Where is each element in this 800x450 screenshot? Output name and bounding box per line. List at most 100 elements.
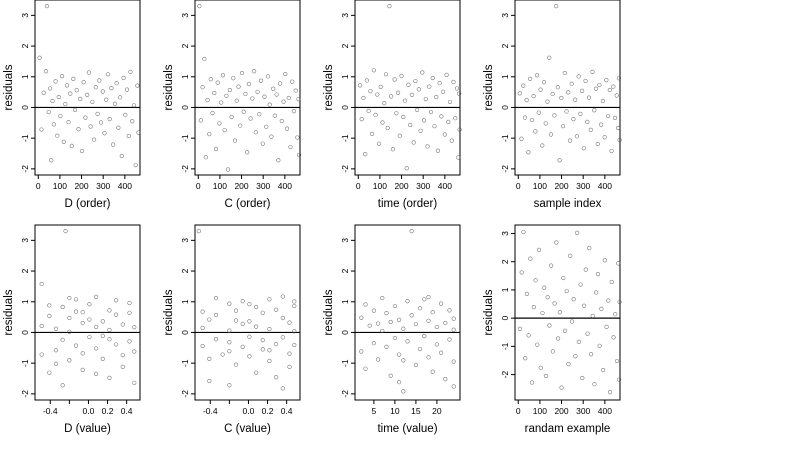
- data-point: [227, 349, 232, 354]
- data-point: [616, 261, 621, 266]
- panel-5: -0.4 0.0 0.2 0.4 -2 -1 0 1 2 3 D (value) residuals: [3, 224, 141, 435]
- data-point: [555, 85, 560, 90]
- data-point: [447, 337, 452, 342]
- data-point: [427, 84, 432, 89]
- data-point: [220, 352, 225, 357]
- data-point: [37, 55, 42, 60]
- y-tick-label: 0: [20, 330, 30, 335]
- data-point: [280, 315, 285, 321]
- data-point: [409, 92, 415, 97]
- data-point: [578, 111, 583, 116]
- data-point: [439, 114, 444, 119]
- data-point: [524, 291, 530, 296]
- data-point: [233, 318, 239, 323]
- data-point: [439, 350, 444, 355]
- data-point: [444, 72, 449, 78]
- data-point: [361, 95, 366, 101]
- data-point: [363, 152, 368, 157]
- data-point: [388, 373, 393, 378]
- panel-2: 0 100 200 300 400 -2 -1 0 1 2 3 C (order) residuals: [163, 0, 302, 210]
- data-point: [47, 313, 52, 318]
- data-point: [283, 71, 288, 77]
- data-point: [247, 302, 252, 307]
- y-tick-label: 3: [180, 13, 190, 18]
- x-tick-label: 20: [432, 406, 442, 416]
- data-point: [571, 297, 576, 302]
- data-point: [401, 114, 406, 120]
- data-point: [260, 347, 265, 352]
- data-point: [617, 299, 622, 305]
- data-point: [580, 375, 585, 381]
- data-point: [600, 98, 606, 104]
- x-tick-label: 10: [390, 406, 400, 416]
- data-point: [586, 95, 592, 100]
- data-point: [521, 83, 526, 88]
- data-point: [615, 125, 621, 131]
- data-point: [397, 317, 402, 322]
- data-point: [274, 307, 279, 312]
- data-point: [597, 343, 602, 348]
- data-point: [132, 380, 137, 385]
- data-point: [394, 111, 399, 116]
- data-point: [613, 312, 618, 317]
- data-point: [56, 94, 61, 100]
- data-point: [76, 127, 81, 132]
- y-tick-label: 2: [500, 259, 510, 264]
- data-point: [397, 380, 402, 385]
- data-point: [517, 91, 522, 96]
- data-point: [290, 79, 295, 84]
- data-point: [53, 361, 59, 366]
- data-point: [97, 78, 102, 83]
- data-point: [60, 304, 65, 310]
- data-point: [609, 148, 614, 154]
- data-point: [545, 295, 550, 300]
- data-point: [435, 148, 441, 153]
- data-point: [447, 308, 452, 313]
- data-point: [607, 87, 612, 93]
- data-point: [528, 256, 533, 261]
- data-point: [197, 4, 202, 9]
- data-point: [585, 119, 590, 124]
- data-point: [373, 112, 378, 117]
- data-point: [67, 315, 72, 321]
- data-point: [388, 319, 393, 325]
- data-point: [428, 109, 434, 115]
- data-point: [392, 335, 398, 341]
- data-point: [405, 339, 410, 344]
- x-tick-label: 400: [598, 406, 612, 416]
- x-tick-label: 0: [516, 181, 521, 191]
- data-point: [442, 132, 447, 137]
- data-point: [422, 334, 427, 339]
- data-point: [274, 92, 279, 97]
- data-point: [368, 89, 373, 94]
- data-point: [413, 362, 419, 368]
- data-point: [585, 331, 590, 336]
- data-point: [136, 130, 141, 135]
- data-point: [85, 92, 90, 97]
- data-point: [72, 107, 78, 113]
- data-point: [213, 312, 219, 318]
- data-point: [80, 367, 85, 373]
- data-point: [236, 84, 241, 89]
- data-point: [614, 93, 619, 98]
- data-point: [208, 77, 213, 82]
- data-point: [232, 138, 238, 143]
- data-point: [617, 377, 622, 382]
- data-point: [595, 141, 600, 147]
- data-point: [568, 253, 573, 258]
- data-point: [234, 98, 239, 103]
- data-point: [80, 320, 85, 326]
- data-point: [376, 357, 381, 362]
- data-point: [418, 128, 423, 133]
- data-point: [116, 125, 121, 130]
- x-tick-label: 100: [53, 181, 67, 191]
- x-tick-label: 300: [576, 406, 590, 416]
- y-tick-label: -2: [20, 165, 30, 173]
- y-axis-label: residuals: [3, 64, 15, 110]
- y-tick-label: 0: [500, 105, 510, 110]
- data-point: [87, 302, 92, 307]
- data-point: [100, 356, 105, 361]
- data-point: [67, 295, 72, 301]
- data-point: [246, 82, 252, 87]
